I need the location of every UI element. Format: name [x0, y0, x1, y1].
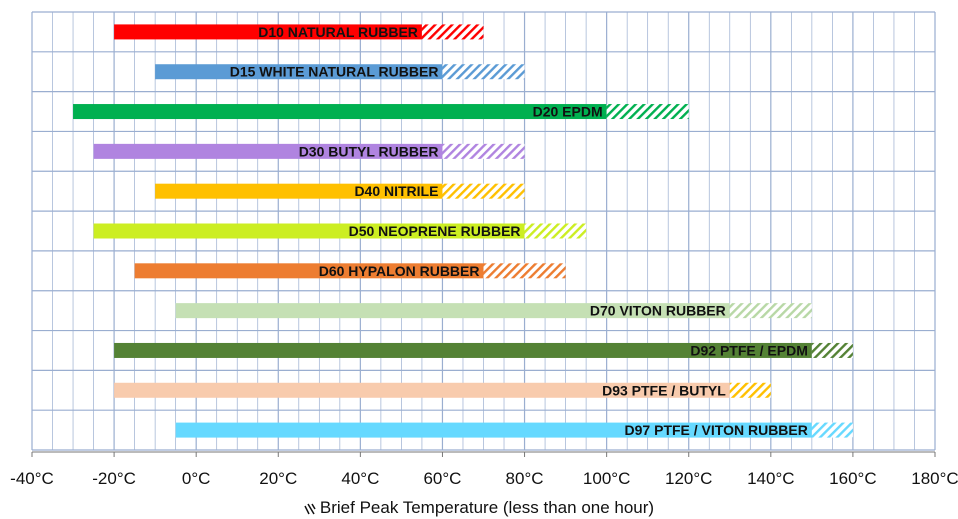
peak-bar [421, 24, 484, 40]
range-bars [73, 24, 812, 438]
peak-bar [442, 183, 525, 199]
peak-bar [729, 382, 771, 398]
range-bar [134, 263, 484, 279]
bar-label: D40 NITRILE [354, 183, 438, 199]
peak-bar [442, 64, 525, 80]
range-bar [114, 382, 730, 398]
row-separators [32, 11, 935, 451]
x-tick-label: 140°C [747, 469, 794, 488]
x-tick-label: 40°C [341, 469, 379, 488]
x-tick-label: 80°C [506, 469, 544, 488]
range-bar [93, 223, 525, 239]
peak-bar [606, 104, 689, 120]
x-tick-label: 0°C [182, 469, 211, 488]
x-tick-label: 20°C [259, 469, 297, 488]
range-bar [114, 24, 422, 40]
peak-bar [524, 223, 587, 239]
bar-label: D10 NATURAL RUBBER [258, 24, 418, 40]
bar-label: D70 VITON RUBBER [590, 303, 726, 319]
x-tick-label: 60°C [423, 469, 461, 488]
bar-label: D20 EPDM [533, 104, 603, 120]
bar-label: D50 NEOPRENE RUBBER [349, 223, 521, 239]
x-tick-label: 180°C [911, 469, 958, 488]
range-bar [73, 104, 607, 120]
range-bar [114, 342, 812, 358]
x-tick-label: 100°C [583, 469, 630, 488]
peak-bar [729, 303, 812, 319]
hatch-legend-icon [304, 503, 316, 515]
peak-bar [811, 422, 853, 438]
range-bar [93, 143, 443, 159]
peak-bar [442, 143, 525, 159]
legend-label: Brief Peak Temperature (less than one ho… [319, 498, 655, 517]
x-tick-label: 120°C [665, 469, 712, 488]
bar-label: D15 WHITE NATURAL RUBBER [230, 64, 439, 80]
range-bar [155, 183, 443, 199]
x-axis [31, 451, 936, 457]
x-tick-labels: -40°C -20°C 0°C 20°C 40°C 60°C 80°C 100°C 120°C 1… [10, 469, 958, 488]
range-bar [155, 64, 443, 80]
bar-label: D97 PTFE / VITON RUBBER [625, 422, 808, 438]
range-bar [175, 303, 730, 319]
range-bar [175, 422, 812, 438]
bar-labels: D10 NATURAL RUBBER D15 WHITE NATURAL RUBB… [230, 24, 808, 438]
bar-label: D60 HYPALON RUBBER [319, 263, 480, 279]
peak-bar [811, 342, 853, 358]
x-tick-label: -40°C [10, 469, 54, 488]
x-tick-label: 160°C [829, 469, 876, 488]
peak-hatch-bars [421, 24, 853, 438]
x-tick-label: -20°C [92, 469, 136, 488]
peak-bar [483, 263, 566, 279]
legend: Brief Peak Temperature (less than one ho… [0, 498, 958, 518]
bar-label: D92 PTFE / EPDM [690, 342, 807, 358]
bar-label: D30 BUTYL RUBBER [299, 143, 439, 159]
bar-label: D93 PTFE / BUTYL [602, 382, 726, 398]
